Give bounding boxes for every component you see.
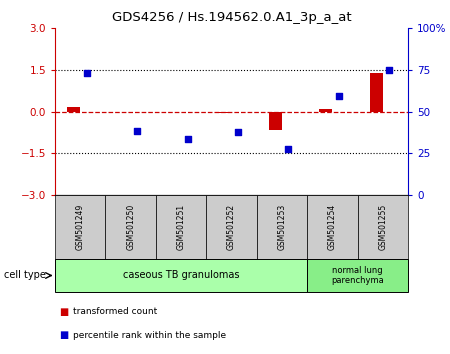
Text: GSM501250: GSM501250 [126,204,135,250]
Text: GSM501254: GSM501254 [328,204,337,250]
Point [134,128,141,134]
Text: GSM501253: GSM501253 [278,204,287,250]
Text: GSM501249: GSM501249 [76,204,85,250]
Text: ■: ■ [59,330,69,340]
Text: ■: ■ [59,307,69,317]
Bar [219,112,231,113]
Point [83,70,90,75]
Point [386,68,393,73]
Point [335,93,342,99]
Text: transformed count: transformed count [73,308,157,316]
Bar [370,73,382,112]
Point [285,146,292,152]
Text: GSM501251: GSM501251 [176,204,185,250]
Bar [269,112,282,130]
Text: percentile rank within the sample: percentile rank within the sample [73,331,226,339]
Title: GDS4256 / Hs.194562.0.A1_3p_a_at: GDS4256 / Hs.194562.0.A1_3p_a_at [112,11,351,24]
Text: GSM501255: GSM501255 [378,204,387,250]
Point [234,130,242,135]
Text: GSM501252: GSM501252 [227,204,236,250]
Point [184,137,191,142]
Text: caseous TB granulomas: caseous TB granulomas [123,270,239,280]
Bar [68,107,80,112]
Text: normal lung
parenchyma: normal lung parenchyma [331,266,384,285]
Text: cell type: cell type [4,270,46,280]
Bar [320,109,332,112]
